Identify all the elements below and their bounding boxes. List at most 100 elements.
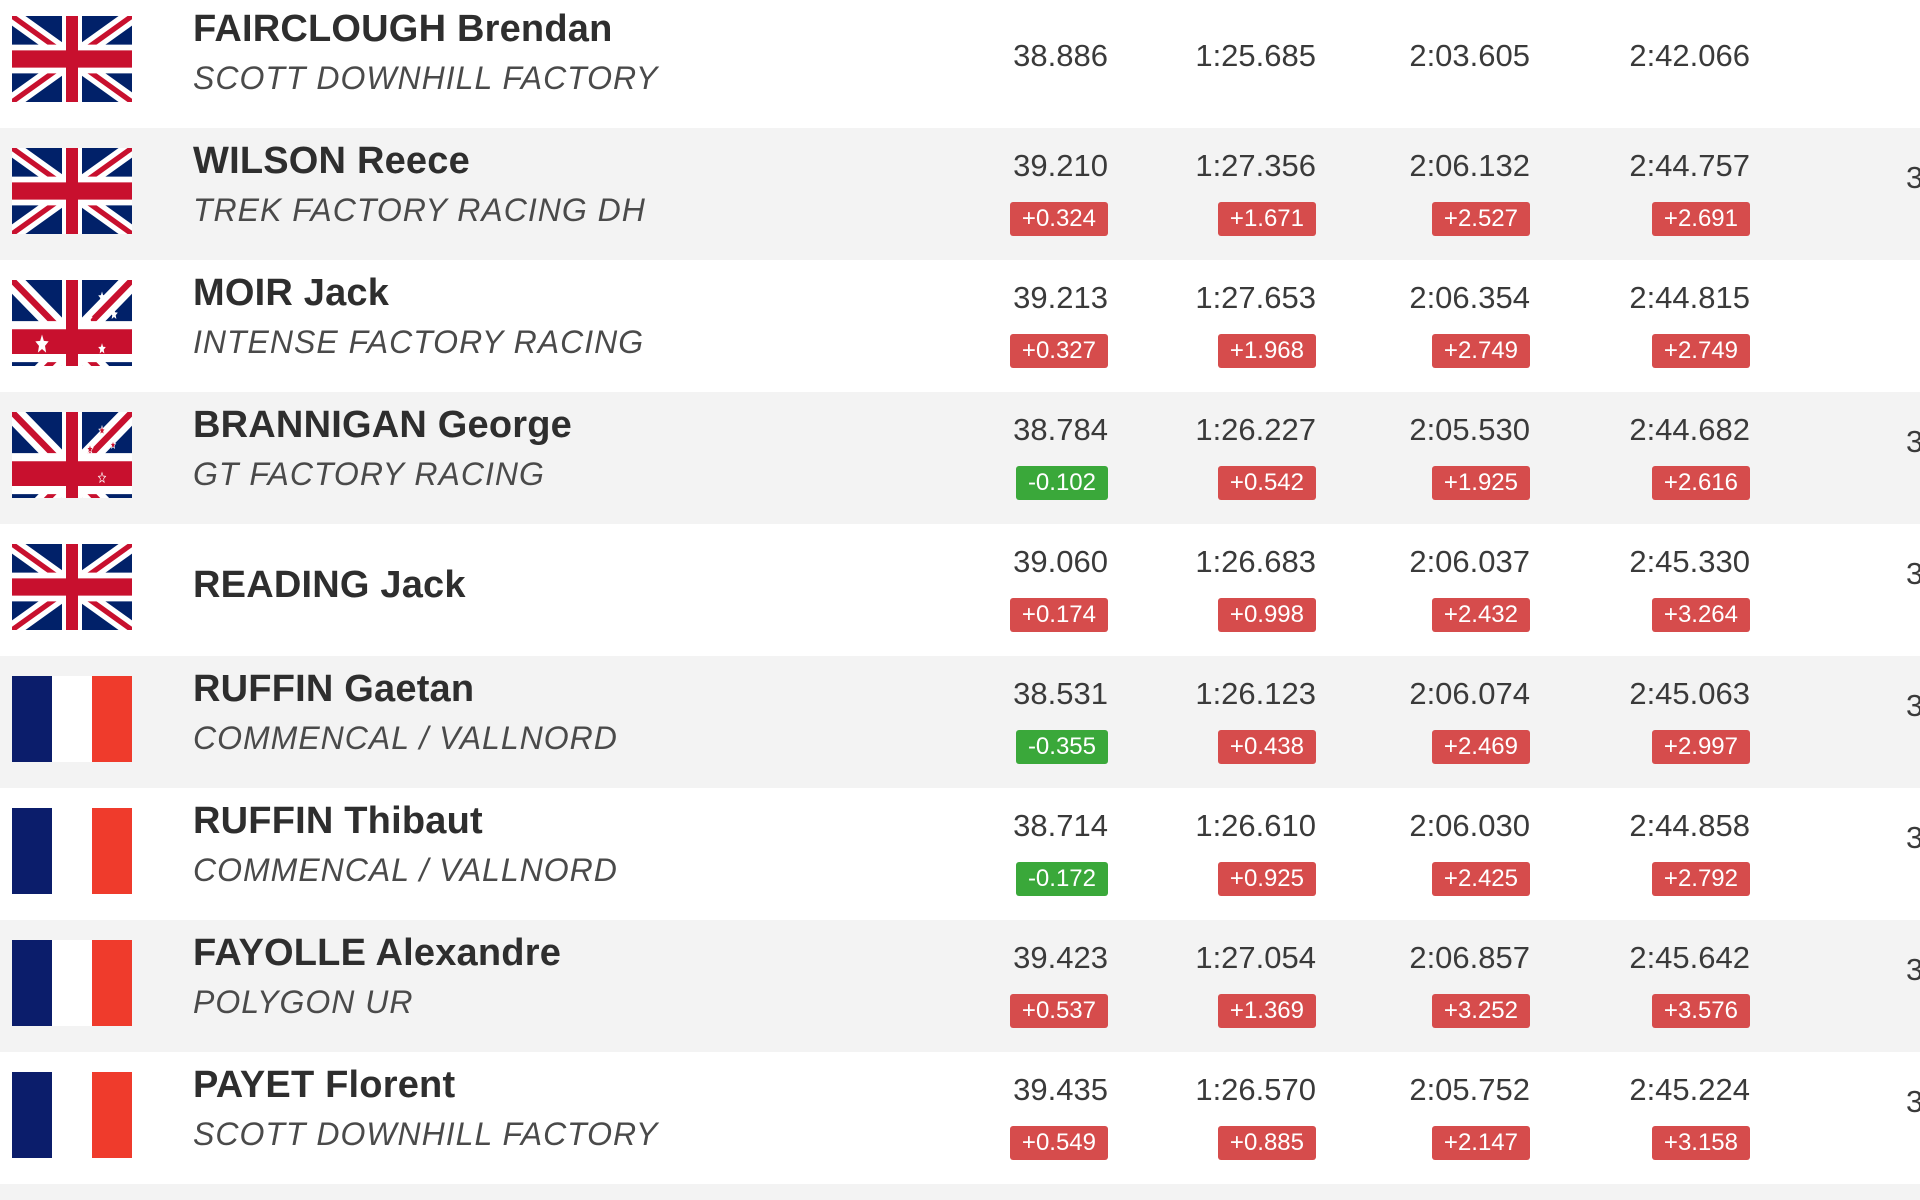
split-time: 39.060 <box>1013 544 1108 579</box>
split-time: 2:06.037 <box>1409 544 1530 579</box>
split-time: 39.213 <box>1013 280 1108 315</box>
split-delta-badge: +3.252 <box>1431 994 1530 1028</box>
split-time: 1:26.683 <box>1195 544 1316 579</box>
split-time: 2:06.030 <box>1409 808 1530 843</box>
split-delta-badge: +3.576 <box>1651 994 1750 1028</box>
split-time: 2:45.642 <box>1629 940 1750 975</box>
flag-fra-icon <box>12 940 132 1026</box>
split-delta-badge: +2.749 <box>1431 334 1530 368</box>
rider-name[interactable]: FAYOLLE Alexandre <box>193 932 562 974</box>
split-1: 38.784 -0.102 <box>808 400 1108 520</box>
split-1: 39.213 +0.327 <box>808 268 1108 388</box>
split-delta-badge: +1.968 <box>1217 334 1316 368</box>
split-time: 2:45.063 <box>1629 676 1750 711</box>
split-delta-badge: +2.749 <box>1651 334 1750 368</box>
finish-time-clipped: 3 <box>1906 952 1920 987</box>
finish-time-clipped: 3 <box>1906 1084 1920 1119</box>
split-delta-badge: +0.885 <box>1217 1126 1316 1160</box>
flag-aus-icon <box>12 280 132 366</box>
split-delta-badge: +0.324 <box>1009 202 1108 236</box>
table-row[interactable]: WILSON Reece TREK FACTORY RACING DH 39.2… <box>0 128 1920 260</box>
split-time: 2:03.605 <box>1409 38 1530 73</box>
split-2: 1:26.227 +0.542 <box>1016 400 1316 520</box>
table-row[interactable]: MOIR Jack INTENSE FACTORY RACING 39.213 +… <box>0 260 1920 392</box>
split-delta-badge: +1.369 <box>1217 994 1316 1028</box>
split-time: 1:26.610 <box>1195 808 1316 843</box>
team-name: SCOTT DOWNHILL FACTORY <box>193 1116 659 1152</box>
rider-name[interactable]: RUFFIN Thibaut <box>193 800 483 842</box>
split-time: 38.784 <box>1013 412 1108 447</box>
split-delta-badge: -0.102 <box>1015 466 1108 500</box>
rider-name[interactable]: MOIR Jack <box>193 272 390 314</box>
split-1: 39.423 +0.537 <box>808 928 1108 1048</box>
split-2: 1:26.610 +0.925 <box>1016 796 1316 916</box>
team-name: TREK FACTORY RACING DH <box>193 192 646 228</box>
split-4: 2:44.858 +2.792 <box>1450 796 1750 916</box>
split-2: 1:25.685 <box>1016 4 1316 124</box>
split-time: 1:26.123 <box>1195 676 1316 711</box>
flag-fra-icon <box>12 1072 132 1158</box>
split-delta-badge: +2.616 <box>1651 466 1750 500</box>
split-time: 2:05.530 <box>1409 412 1530 447</box>
split-delta-badge: +0.998 <box>1217 598 1316 632</box>
table-row[interactable]: PAYET Florent SCOTT DOWNHILL FACTORY 39.… <box>0 1052 1920 1184</box>
split-time: 2:45.224 <box>1629 1072 1750 1107</box>
split-time: 2:44.858 <box>1629 808 1750 843</box>
split-time: 1:25.685 <box>1195 38 1316 73</box>
split-delta-badge: +0.542 <box>1217 466 1316 500</box>
split-delta-badge: +2.997 <box>1651 730 1750 764</box>
split-time: 2:06.074 <box>1409 676 1530 711</box>
finish-time-clipped: 3 <box>1906 688 1920 723</box>
split-1: 38.531 -0.355 <box>808 664 1108 784</box>
split-time: 38.886 <box>1013 38 1108 73</box>
table-row[interactable]: FAIRCLOUGH Brendan SCOTT DOWNHILL FACTOR… <box>0 0 1920 128</box>
split-4: 2:44.815 +2.749 <box>1450 268 1750 388</box>
table-row[interactable]: RUFFIN Gaetan COMMENCAL / VALLNORD 38.53… <box>0 656 1920 788</box>
split-3: 2:05.530 +1.925 <box>1230 400 1530 520</box>
rider-name[interactable]: WILSON Reece <box>193 140 470 182</box>
split-time: 39.435 <box>1013 1072 1108 1107</box>
split-3: 2:06.132 +2.527 <box>1230 136 1530 256</box>
rider-name[interactable]: RUFFIN Gaetan <box>193 668 475 710</box>
table-row[interactable]: FAYOLLE Alexandre POLYGON UR 39.423 +0.53… <box>0 920 1920 1052</box>
table-row <box>0 1184 1920 1200</box>
split-2: 1:26.683 +0.998 <box>1016 532 1316 652</box>
split-delta-badge: +0.549 <box>1009 1126 1108 1160</box>
split-time: 2:05.752 <box>1409 1072 1530 1107</box>
team-name: INTENSE FACTORY RACING <box>193 324 645 360</box>
rider-name[interactable]: FAIRCLOUGH Brendan <box>193 8 613 50</box>
finish-time-clipped: 3 <box>1906 820 1920 855</box>
rider-name[interactable]: BRANNIGAN George <box>193 404 573 446</box>
split-time: 38.531 <box>1013 676 1108 711</box>
split-2: 1:27.356 +1.671 <box>1016 136 1316 256</box>
split-delta-badge: +2.147 <box>1431 1126 1530 1160</box>
split-3: 2:06.037 +2.432 <box>1230 532 1530 652</box>
split-delta-badge: +0.925 <box>1217 862 1316 896</box>
split-time: 2:44.757 <box>1629 148 1750 183</box>
split-delta-badge: +0.327 <box>1009 334 1108 368</box>
split-3: 2:03.605 <box>1230 4 1530 124</box>
rider-name[interactable]: PAYET Florent <box>193 1064 456 1106</box>
split-time: 2:06.354 <box>1409 280 1530 315</box>
split-4: 2:45.642 +3.576 <box>1450 928 1750 1048</box>
split-time: 2:06.132 <box>1409 148 1530 183</box>
split-time: 2:45.330 <box>1629 544 1750 579</box>
split-delta-badge: +0.537 <box>1009 994 1108 1028</box>
split-delta-badge: +3.264 <box>1651 598 1750 632</box>
table-row[interactable]: BRANNIGAN George GT FACTORY RACING 38.78… <box>0 392 1920 524</box>
split-time: 39.423 <box>1013 940 1108 975</box>
rider-name[interactable]: READING Jack <box>193 564 466 606</box>
split-time: 1:27.653 <box>1195 280 1316 315</box>
split-4: 2:45.063 +2.997 <box>1450 664 1750 784</box>
split-2: 1:26.123 +0.438 <box>1016 664 1316 784</box>
split-delta-badge: +2.469 <box>1431 730 1530 764</box>
split-time: 2:06.857 <box>1409 940 1530 975</box>
team-name: POLYGON UR <box>193 984 414 1020</box>
team-name: GT FACTORY RACING <box>193 456 545 492</box>
table-row[interactable]: READING Jack 39.060 +0.174 1:26.683 +0.998… <box>0 524 1920 656</box>
split-delta-badge: +2.527 <box>1431 202 1530 236</box>
split-1: 39.435 +0.549 <box>808 1060 1108 1180</box>
split-delta-badge: +2.425 <box>1431 862 1530 896</box>
table-row[interactable]: RUFFIN Thibaut COMMENCAL / VALLNORD 38.7… <box>0 788 1920 920</box>
